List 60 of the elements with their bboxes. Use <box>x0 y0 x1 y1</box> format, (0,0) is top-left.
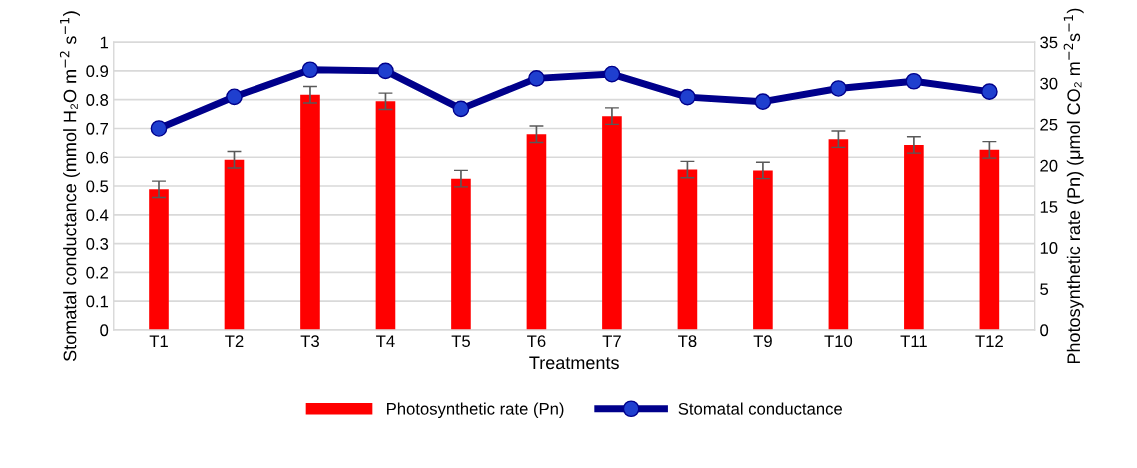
point <box>981 83 998 100</box>
x-tick-label: T6 <box>527 335 546 348</box>
bar <box>904 144 924 330</box>
bar <box>753 170 773 330</box>
bar <box>828 139 849 330</box>
y2-tick-label: 10 <box>1040 242 1058 254</box>
bar <box>149 189 169 330</box>
x-tick-label: T4 <box>376 335 395 347</box>
y-tick-label: 0.7 <box>86 122 108 135</box>
bar <box>451 178 471 330</box>
point <box>830 80 847 97</box>
y2-tick-label: 5 <box>1040 283 1049 296</box>
y-tick-label: 0.1 <box>86 295 109 308</box>
point <box>679 88 696 106</box>
x-tick-label: T12 <box>975 335 1003 347</box>
legend-label: Photosynthetic rate (Pn) <box>387 402 564 419</box>
point <box>528 70 545 87</box>
bar <box>375 101 396 330</box>
bar <box>677 169 698 330</box>
legend-label: Stomatal conductance <box>678 402 842 415</box>
y-tick-label: 0.3 <box>86 238 109 250</box>
x-tick-label: T3 <box>300 335 319 348</box>
point <box>301 61 319 79</box>
bar <box>526 134 547 330</box>
y2-tick-label: 15 <box>1040 201 1058 213</box>
x-tick-label: T2 <box>225 335 244 347</box>
x-tick-label: T1 <box>149 335 168 347</box>
y-tick-label: 0.4 <box>86 209 109 222</box>
y-tick-label: 0.6 <box>86 151 109 164</box>
x-tick-label: T7 <box>602 335 621 347</box>
point <box>754 93 772 111</box>
bar <box>300 94 320 330</box>
y-tick-label: 0 <box>100 324 109 337</box>
y2-tick-label: 25 <box>1040 118 1058 131</box>
y-tick-label: 0.5 <box>86 180 109 193</box>
y-tick-label: 1 <box>100 36 109 49</box>
y2-tick-label: 20 <box>1040 159 1058 172</box>
x-axis-title: Treatments <box>529 356 619 370</box>
bar <box>224 159 245 330</box>
y2-tick-label: 35 <box>1040 36 1058 49</box>
bar <box>602 116 622 330</box>
x-tick-label: T5 <box>451 335 470 348</box>
point <box>603 65 621 83</box>
y2-tick-label: 30 <box>1040 77 1058 90</box>
bar <box>979 149 1000 330</box>
x-tick-label: T8 <box>678 335 697 348</box>
x-tick-label: T9 <box>753 335 772 348</box>
x-tick-label: T11 <box>900 335 927 347</box>
y-tick-label: 0.8 <box>86 94 109 106</box>
point <box>150 120 168 137</box>
point <box>905 72 923 90</box>
y-axis-title: Stomatal conductance (mmol H₂O m$^{−2}$ s$^{−1}$) <box>59 11 80 362</box>
y-tick-label: 0.2 <box>86 266 108 279</box>
x-tick-label: T10 <box>824 335 853 348</box>
point <box>226 88 243 106</box>
point <box>377 62 394 80</box>
y-tick-label: 0.9 <box>86 65 109 78</box>
y2-tick-label: 0 <box>1040 324 1049 337</box>
y2-axis-title: Photosynthetic rate (Pn) (μmol CO₂ m$^{−2}$s$^{−1}$) <box>1063 8 1084 364</box>
point <box>452 100 470 118</box>
